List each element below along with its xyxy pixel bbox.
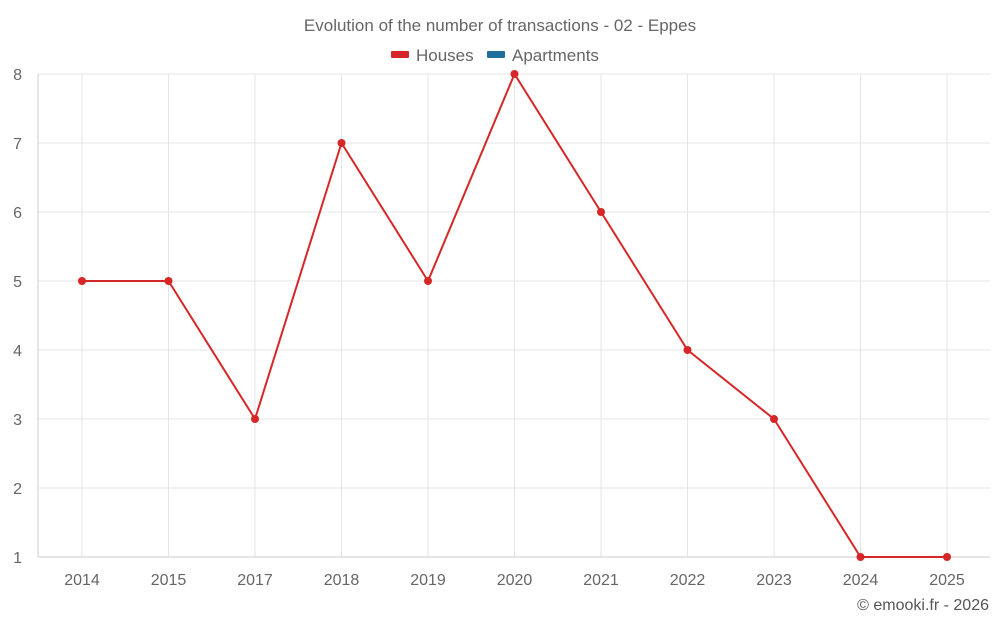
x-tick-label: 2023 (756, 572, 792, 589)
legend-item-apartments[interactable]: Apartments (487, 46, 599, 65)
y-tick-label: 5 (13, 274, 22, 291)
x-tick-label: 2015 (151, 572, 187, 589)
x-tick-label: 2021 (583, 572, 619, 589)
x-tick-label: 2022 (670, 572, 706, 589)
y-tick-label: 1 (13, 550, 22, 567)
x-tick-label: 2025 (929, 572, 965, 589)
data-point-houses[interactable] (424, 277, 432, 285)
data-point-houses[interactable] (78, 277, 86, 285)
chart-title: Evolution of the number of transactions … (304, 16, 696, 35)
y-tick-label: 7 (13, 136, 22, 153)
x-tick-label: 2017 (237, 572, 273, 589)
y-tick-label: 4 (13, 343, 22, 360)
x-tick-label: 2014 (64, 572, 100, 589)
y-tick-label: 2 (13, 481, 22, 498)
x-gridlines (81, 74, 948, 557)
x-tick-label: 2019 (410, 572, 446, 589)
y-tick-label: 8 (13, 67, 22, 84)
x-tick-label: 2024 (843, 572, 879, 589)
data-point-houses[interactable] (856, 553, 865, 561)
y-axis-ticks: 1 2 3 4 5 6 7 8 (13, 67, 22, 567)
data-point-houses[interactable] (510, 70, 519, 78)
legend-item-houses[interactable]: Houses (391, 46, 474, 65)
x-tick-label: 2020 (497, 572, 533, 589)
data-point-houses[interactable] (770, 415, 778, 423)
data-point-houses[interactable] (164, 277, 173, 285)
data-point-houses[interactable] (251, 415, 259, 423)
legend-swatch-houses (391, 51, 409, 58)
y-tick-label: 3 (13, 412, 22, 429)
data-point-houses[interactable] (337, 139, 346, 147)
series-layer (78, 70, 951, 561)
data-point-houses[interactable] (597, 208, 605, 216)
data-point-houses[interactable] (943, 553, 951, 561)
y-tick-label: 6 (13, 205, 22, 222)
credit-text: © emooki.fr - 2026 (857, 597, 989, 614)
x-axis-ticks: 2014 2015 2017 2018 2019 2020 2021 2022 2023 2024… (64, 572, 965, 589)
legend: Houses Apartments (391, 46, 599, 65)
legend-swatch-apartments (487, 51, 505, 58)
data-point-houses[interactable] (683, 346, 692, 354)
legend-label-houses: Houses (416, 46, 474, 65)
x-tick-label: 2018 (324, 572, 360, 589)
legend-label-apartments: Apartments (512, 46, 599, 65)
